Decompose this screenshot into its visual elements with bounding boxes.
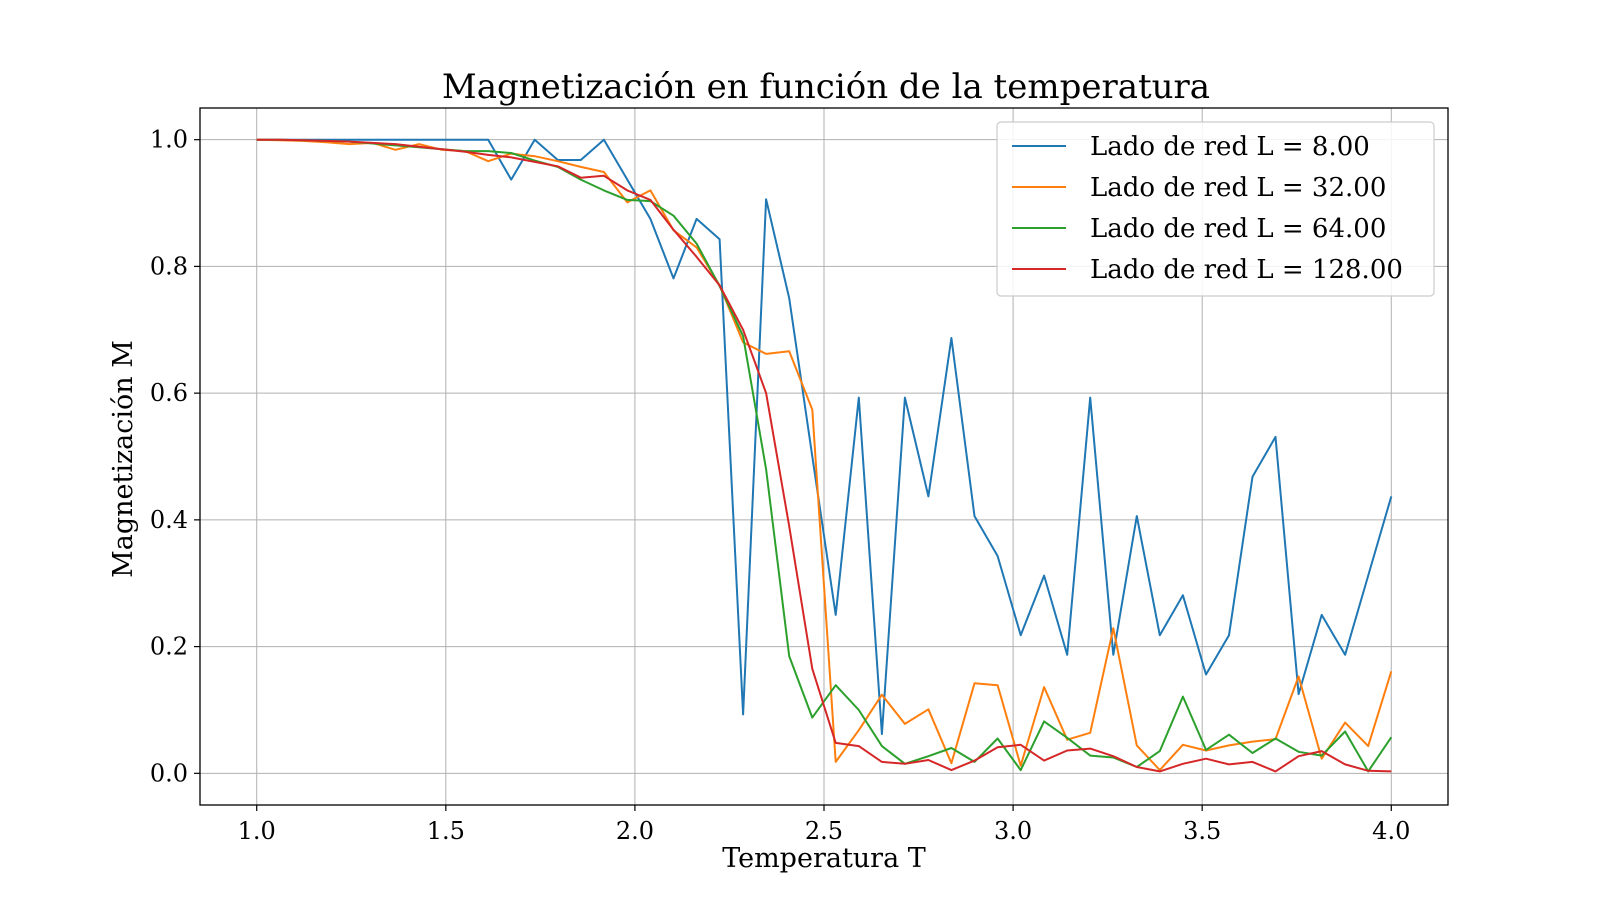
x-tick-label: 4.0 <box>1372 817 1410 845</box>
y-tick-label: 0.4 <box>150 506 188 534</box>
legend: Lado de red L = 8.00 Lado de red L = 32.0… <box>996 121 1435 297</box>
series-lines <box>256 138 1393 773</box>
legend-box <box>996 121 1435 297</box>
series-line-1 <box>256 138 1393 735</box>
x-tick-label: 2.0 <box>616 817 654 845</box>
legend-label: Lado de red L = 128.00 <box>1090 255 1403 285</box>
x-tick-label: 1.0 <box>238 817 276 845</box>
series-line-4 <box>256 138 1392 773</box>
x-axis-ticks: 1.0 1.5 2.0 2.5 3.0 3.5 4.0 <box>238 805 1410 845</box>
y-tick-label: 0.8 <box>150 252 188 280</box>
y-tick-label: 0.6 <box>150 379 188 407</box>
x-axis-label: Temperatura T <box>722 843 926 874</box>
y-axis-label: Magnetización M <box>108 340 139 578</box>
chart-title: Magnetización en función de la temperatu… <box>442 67 1210 107</box>
y-tick-label: 0.0 <box>150 759 188 787</box>
legend-label: Lado de red L = 8.00 <box>1090 132 1370 162</box>
x-tick-label: 3.5 <box>1183 817 1221 845</box>
y-axis-ticks: 0.0 0.2 0.4 0.6 0.8 1.0 <box>150 126 200 787</box>
legend-label: Lado de red L = 64.00 <box>1090 214 1386 244</box>
legend-label: Lado de red L = 32.00 <box>1090 173 1386 203</box>
x-tick-label: 3.0 <box>994 817 1032 845</box>
x-tick-label: 2.5 <box>805 817 843 845</box>
y-tick-label: 0.2 <box>150 633 188 661</box>
x-tick-label: 1.5 <box>427 817 465 845</box>
y-tick-label: 1.0 <box>150 126 188 154</box>
